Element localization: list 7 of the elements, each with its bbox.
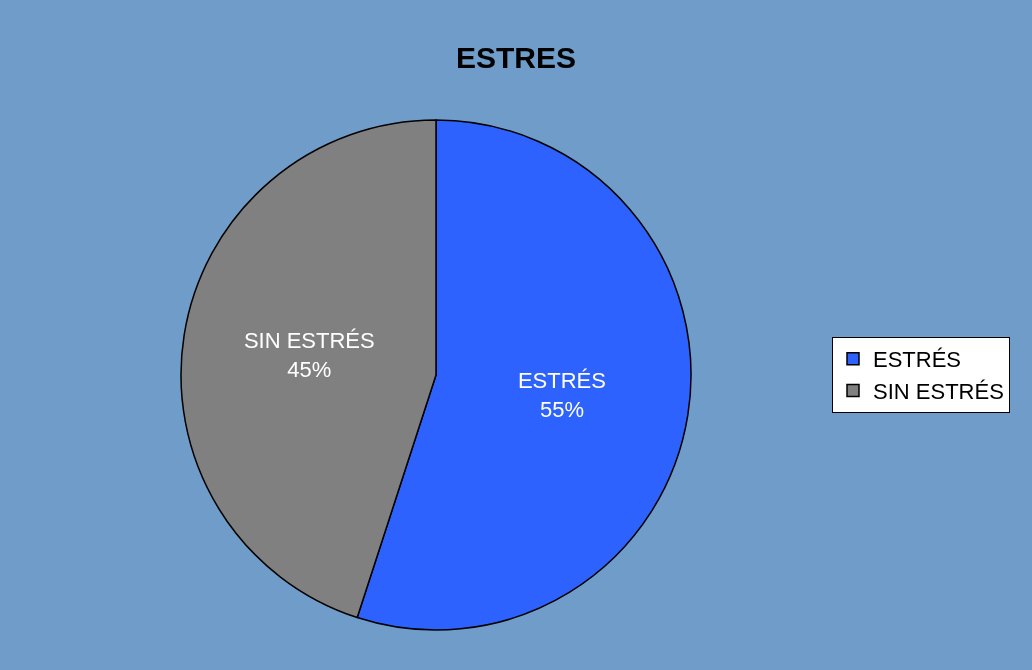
legend-label: SIN ESTRÉS	[873, 378, 1004, 404]
data-label: 45%	[287, 356, 332, 382]
chart-title: ESTRES	[455, 40, 577, 74]
slice-label: SIN ESTRÉS	[243, 328, 375, 354]
data-label: 55%	[539, 396, 584, 422]
legend-label: ESTRÉS	[873, 347, 962, 373]
slice-label: ESTRÉS	[517, 368, 606, 394]
